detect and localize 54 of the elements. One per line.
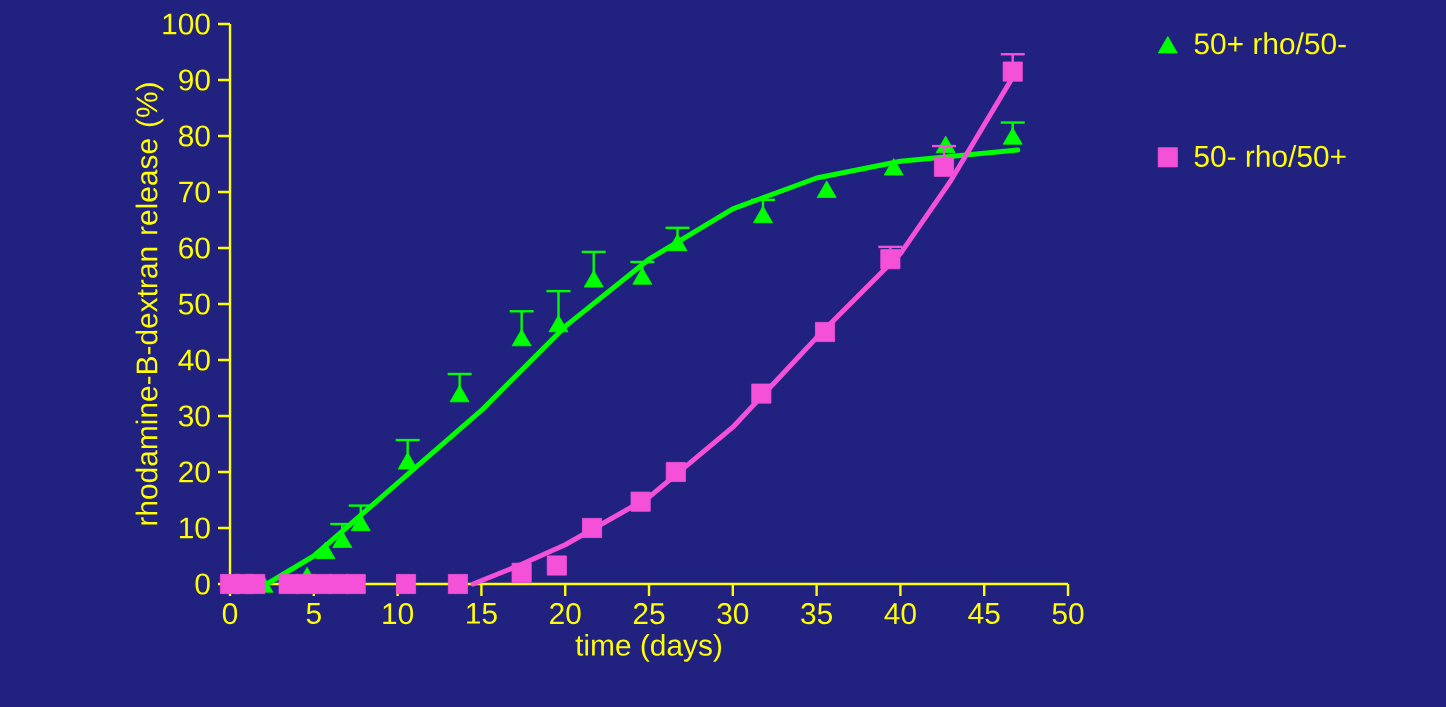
x-tick-label: 35	[801, 603, 832, 625]
point	[449, 384, 470, 403]
x-tick-label: 20	[550, 603, 581, 625]
y-tick-label: 0	[195, 573, 210, 595]
point	[1002, 61, 1023, 82]
point	[350, 513, 371, 532]
x-tick-label: 5	[306, 603, 321, 624]
point	[883, 158, 904, 176]
point	[630, 491, 651, 512]
point	[880, 249, 901, 270]
legend-label: 50+ rho/50-	[1194, 32, 1346, 55]
point	[447, 574, 468, 594]
point	[933, 156, 954, 177]
y-tick-label: 70	[179, 181, 210, 203]
y-tick-label: 10	[180, 517, 210, 539]
x-tick-label: 25	[633, 603, 665, 625]
point	[815, 322, 835, 342]
y-tick-label: 30	[178, 405, 210, 427]
point	[395, 574, 416, 594]
x-tick-label: 15	[467, 603, 497, 624]
point	[753, 205, 773, 224]
point	[632, 267, 653, 285]
y-tick-label: 40	[178, 349, 210, 371]
point	[397, 452, 418, 470]
point	[583, 270, 604, 288]
point	[548, 314, 569, 333]
x-tick-label: 40	[884, 603, 916, 625]
y-tick-label: 60	[179, 237, 210, 259]
x-tick-label: 10	[383, 603, 414, 625]
y-tick-label: 80	[179, 125, 210, 147]
point	[345, 574, 366, 594]
point	[665, 462, 686, 482]
x-tick-label: 30	[717, 603, 749, 625]
y-tick-label: 100	[163, 13, 210, 35]
point	[546, 555, 567, 576]
point	[816, 180, 837, 198]
point	[245, 574, 266, 594]
y-tick-label: 50	[178, 293, 210, 315]
point	[315, 541, 336, 560]
point	[667, 233, 688, 252]
y-tick-label: 20	[179, 461, 210, 483]
point	[751, 383, 772, 404]
point	[332, 530, 353, 548]
point	[511, 562, 532, 583]
x-axis-title: time (days)	[575, 633, 722, 662]
y-axis-title: rhodamine-B-dextran release (%)	[135, 83, 164, 525]
point	[1002, 127, 1023, 145]
x-tick-label: 50	[1052, 603, 1084, 625]
point	[511, 328, 532, 347]
y-tick-label: 90	[179, 69, 210, 91]
legend-label: 50- rho/50+	[1194, 144, 1346, 167]
x-tick-label: 45	[968, 603, 1000, 624]
point	[582, 518, 603, 538]
x-tick-label: 0	[222, 603, 238, 625]
